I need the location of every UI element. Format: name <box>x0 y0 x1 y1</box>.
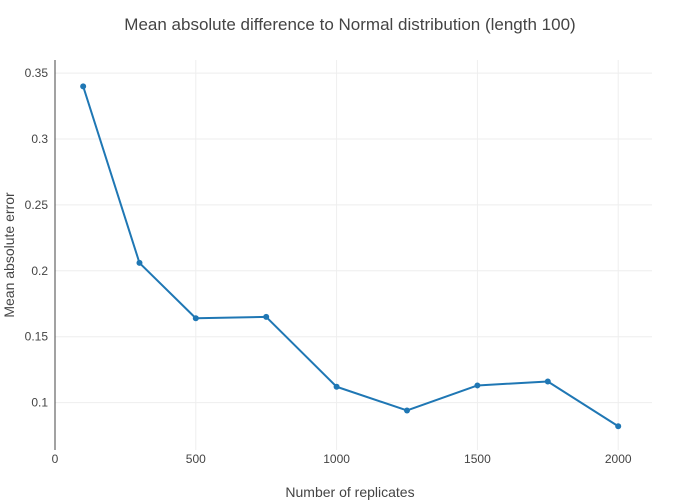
x-tick-label: 500 <box>186 452 206 466</box>
y-tick-label: 0.15 <box>25 330 49 344</box>
x-tick-label: 0 <box>52 452 59 466</box>
data-point[interactable] <box>615 423 622 430</box>
data-series <box>80 83 622 430</box>
data-point[interactable] <box>80 83 87 90</box>
x-tick-label: 2000 <box>605 452 632 466</box>
y-gridlines <box>55 72 652 404</box>
x-tick-label: 1500 <box>464 452 491 466</box>
chart-title: Mean absolute difference to Normal distr… <box>124 15 575 34</box>
data-point[interactable] <box>474 382 481 389</box>
x-tick-labels: 0 500 1000 1500 2000 <box>52 452 632 466</box>
y-tick-label: 0.35 <box>25 66 49 80</box>
x-axis-title: Number of replicates <box>285 484 414 500</box>
data-point[interactable] <box>544 378 551 385</box>
data-point[interactable] <box>404 407 411 414</box>
x-tick-label: 1000 <box>323 452 350 466</box>
y-axis-title: Mean absolute error <box>1 192 17 318</box>
data-point[interactable] <box>192 315 199 322</box>
y-tick-label: 0.1 <box>31 396 48 410</box>
y-tick-labels: 0.1 0.15 0.2 0.25 0.3 0.35 <box>25 66 49 409</box>
y-tick-label: 0.3 <box>31 132 48 146</box>
data-point[interactable] <box>136 259 143 266</box>
data-point[interactable] <box>263 313 270 320</box>
data-point[interactable] <box>333 383 340 390</box>
y-tick-label: 0.2 <box>31 264 48 278</box>
y-tick-label: 0.25 <box>25 198 49 212</box>
